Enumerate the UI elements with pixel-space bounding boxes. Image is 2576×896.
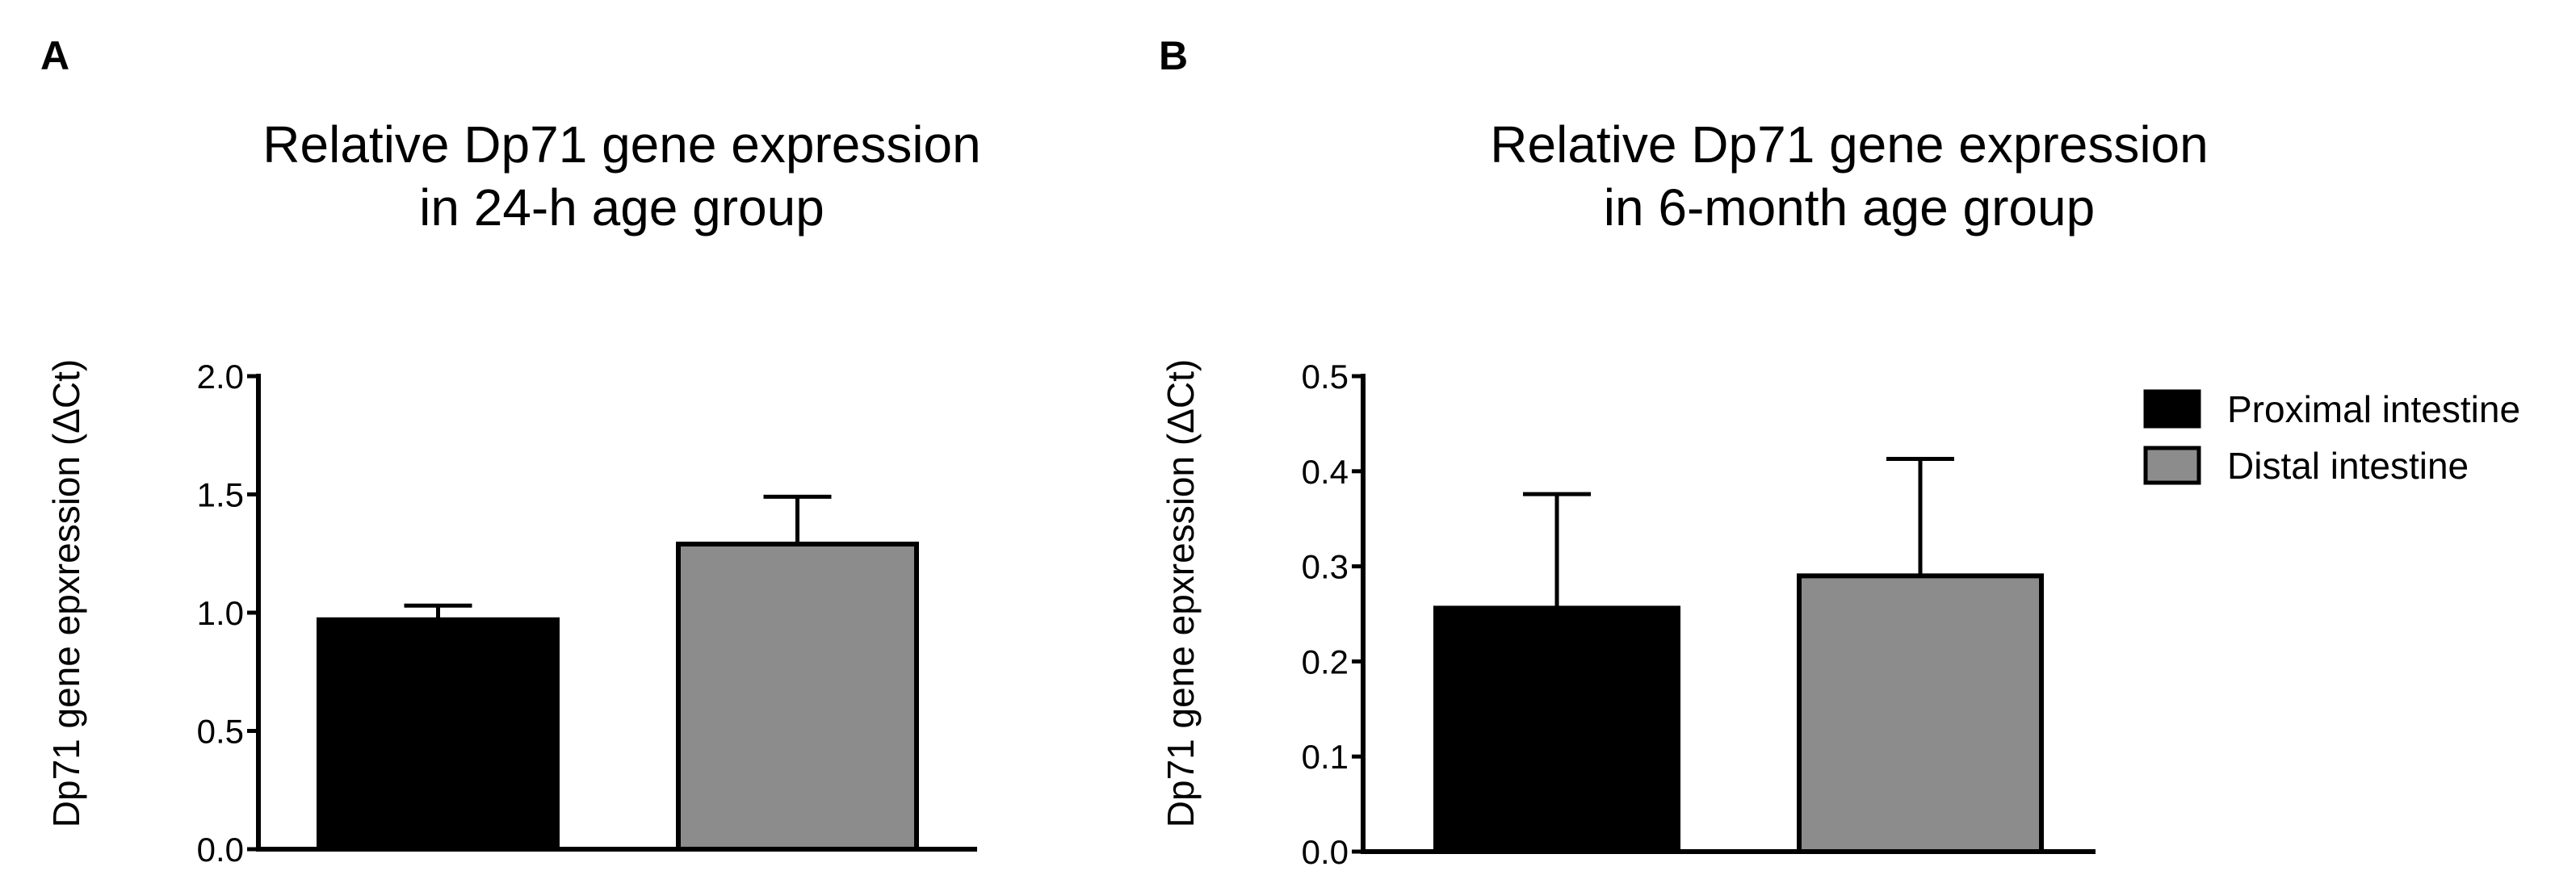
panel-a-title: Relative Dp71 gene expression in 24-h ag… (250, 113, 993, 239)
chart-b-bar-distal (1797, 573, 2044, 854)
chart-b-ytick-label: 0.4 (1302, 453, 1349, 491)
chart-b-bar-proximal (1433, 605, 1680, 854)
chart-b-ytick-label: 0.3 (1302, 548, 1349, 586)
panel-a-title-line1: Relative Dp71 gene expression (262, 115, 981, 174)
legend: Proximal intestine Distal intestine (2143, 388, 2520, 487)
panel-b-title-line1: Relative Dp71 gene expression (1490, 115, 2209, 174)
chart-b-ytick-label: 0.5 (1302, 358, 1349, 396)
panel-a-letter: A (40, 33, 70, 78)
panel-b-letter: B (1159, 33, 1189, 78)
legend-swatch-distal (2143, 446, 2201, 485)
chart-a-bar-proximal (317, 617, 560, 852)
chart-b-error-bars (1523, 456, 1954, 609)
chart-a-error-bars (404, 494, 832, 620)
panel-b-title-line2: in 6-month age group (1603, 178, 2096, 237)
chart-b-ytick-label: 0.0 (1302, 833, 1349, 871)
chart-a: Dp71 gene epxression (ΔCt) 0.0 0.5 1.0 1.5 2… (45, 358, 977, 869)
legend-label-distal: Distal intestine (2227, 445, 2469, 487)
chart-b-bars (1433, 573, 2044, 854)
chart-a-bars (317, 542, 919, 852)
chart-a-ytick-label: 0.5 (197, 713, 244, 751)
legend-swatch-proximal (2143, 389, 2201, 429)
chart-a-y-ticks: 0.0 0.5 1.0 1.5 2.0 (197, 358, 258, 869)
chart-a-ytick-label: 1.5 (197, 476, 244, 514)
legend-label-proximal: Proximal intestine (2227, 388, 2520, 430)
panel-b-title: Relative Dp71 gene expression in 6-month… (1478, 113, 2221, 239)
chart-b-y-axis-label: Dp71 gene epxression (ΔCt) (1160, 359, 1202, 827)
chart-a-ytick-label: 2.0 (197, 358, 244, 396)
chart-b: Dp71 gene epxression (ΔCt) 0.00.10.20.30… (1160, 358, 2096, 871)
chart-b-ytick-label: 0.2 (1302, 643, 1349, 680)
panel-a-title-line2: in 24-h age group (419, 178, 824, 237)
chart-a-y-axis-label: Dp71 gene epxression (ΔCt) (45, 359, 87, 827)
chart-b-ytick-label: 0.1 (1302, 738, 1349, 776)
chart-a-ytick-label: 0.0 (197, 831, 244, 869)
chart-b-y-ticks: 0.0 0.1 0.2 0.3 0.4 0.5 (1302, 358, 1363, 871)
chart-a-bar-distal (676, 542, 919, 852)
chart-a-ytick-label: 1.0 (197, 594, 244, 632)
